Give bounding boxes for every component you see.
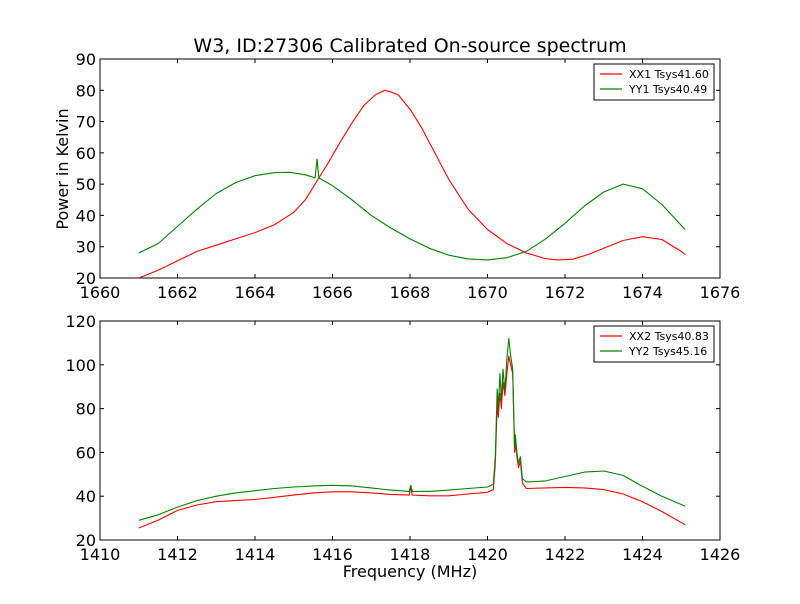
series-line-xx2 [138,355,686,529]
legend-label: XX2 Tsys40.83 [629,330,709,343]
x-tick-label: 1418 [390,545,431,564]
y-tick-label: 20 [76,269,96,288]
y-tick-label: 30 [76,238,96,257]
legend-box [593,325,715,363]
top-panel: 1660 1662 1664 1666 1668 1670 1672 1674 1676 20 30… [76,50,741,302]
y-tick-label: 60 [76,144,96,163]
series-line-xx1 [138,89,686,278]
x-tick-label: 1676 [700,283,741,302]
x-tick-label: 1414 [235,545,276,564]
legend-box [593,63,715,101]
x-tick-label: 1410 [80,545,121,564]
x-tick-label: 1672 [545,283,586,302]
x-tick-label: 1674 [622,283,663,302]
y-tick-label: 70 [76,113,96,132]
y-tick-label: 60 [76,443,96,462]
x-tick-label: 1662 [157,283,198,302]
x-tick-label: 1664 [235,283,276,302]
x-tick-label: 1412 [157,545,198,564]
x-tick-label: 1422 [545,545,586,564]
y-tick-label: 20 [76,531,96,550]
series-line-yy2 [138,337,686,521]
y-tick-label: 100 [65,356,96,375]
legend-label: XX1 Tsys41.60 [629,68,709,81]
x-tick-label: 1416 [312,545,353,564]
x-tick-label: 1660 [80,283,121,302]
legend-label: YY1 Tsys40.49 [628,83,707,96]
chart-title: W3, ID:27306 Calibrated On-source spectr… [193,35,626,57]
y-axis-label-top: Power in Kelvin [53,108,72,229]
y-tick-label: 50 [76,175,96,194]
x-tick-label: 1666 [312,283,353,302]
x-tick-label: 1426 [700,545,741,564]
x-tick-label: 1424 [622,545,663,564]
x-tick-label: 1668 [390,283,431,302]
legend-label: YY2 Tsys45.16 [628,345,707,358]
series-line-yy1 [138,158,686,261]
y-tick-label: 80 [76,400,96,419]
y-tick-label: 120 [65,312,96,331]
bottom-panel: 1410 1412 1414 1416 1418 1420 1422 1424 1426 20 40… [65,312,740,564]
x-tick-label: 1420 [467,545,508,564]
y-tick-label: 80 [76,81,96,100]
y-tick-label: 40 [76,206,96,225]
x-axis-label-bottom: Frequency (MHz) [343,562,477,581]
y-tick-label: 40 [76,487,96,506]
y-tick-label: 90 [76,50,96,69]
x-tick-label: 1670 [467,283,508,302]
